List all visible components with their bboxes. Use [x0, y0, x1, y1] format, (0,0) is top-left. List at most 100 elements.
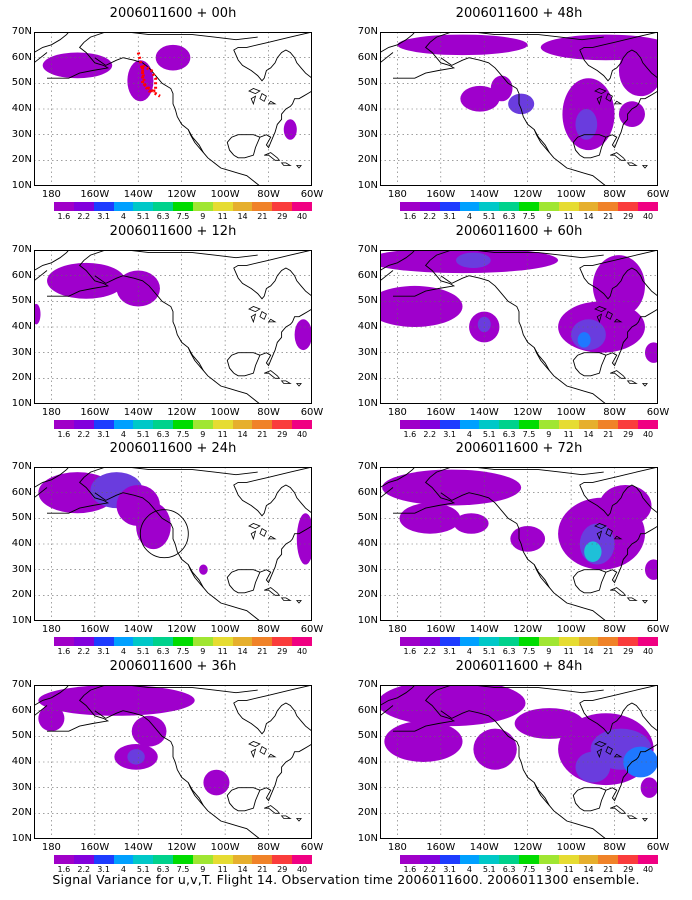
- coastline: [226, 352, 261, 374]
- coastline: [605, 311, 613, 320]
- variance-contour: [127, 749, 145, 765]
- lat-tick-label: 70N: [357, 679, 378, 690]
- coastline: [83, 685, 258, 696]
- colorbar-swatch: [292, 420, 312, 429]
- variance-contour: [203, 769, 230, 796]
- lon-tick-label: 140W: [469, 189, 499, 200]
- lon-tick-label: 140W: [123, 189, 153, 200]
- lon-tick-label: 100W: [210, 189, 240, 200]
- lon-tick-label: 100W: [556, 624, 586, 635]
- lat-tick-label: 40N: [11, 756, 32, 767]
- signal-variance-map: [34, 685, 312, 839]
- colorbar-swatch: [54, 637, 74, 646]
- colorbar-swatch: [598, 855, 619, 864]
- coastline: [280, 815, 292, 819]
- colorbar-swatch: [439, 420, 460, 429]
- lon-tick-label: 180: [387, 624, 407, 635]
- coastline: [34, 487, 48, 499]
- colorbar-label: 14: [583, 865, 594, 874]
- colorbar: [54, 637, 312, 646]
- colorbar-swatch: [638, 202, 658, 211]
- lon-tick-label: 180: [41, 624, 61, 635]
- colorbar-swatch: [173, 637, 193, 646]
- coastline: [233, 743, 312, 812]
- variance-contour: [296, 513, 312, 565]
- lat-tick-label: 40N: [357, 103, 378, 114]
- coastline: [233, 685, 312, 735]
- coastline: [380, 685, 416, 706]
- colorbar-swatch: [439, 202, 460, 211]
- colorbar-swatch: [272, 855, 293, 864]
- panel-title: 2006011600 + 48h: [455, 6, 583, 21]
- colorbar-swatch: [538, 420, 559, 429]
- colorbar-swatch: [212, 420, 233, 429]
- coastline: [596, 530, 603, 541]
- colorbar-swatch: [252, 420, 273, 429]
- coastline: [380, 52, 394, 64]
- lat-tick-label: 40N: [357, 538, 378, 549]
- lon-tick-label: 120W: [513, 842, 543, 853]
- coastline: [259, 746, 267, 755]
- colorbar-label: 3.1: [97, 865, 110, 874]
- coastline: [429, 467, 604, 478]
- colorbar-label: 9: [200, 430, 206, 439]
- variance-contour: [508, 93, 535, 115]
- colorbar: [54, 420, 312, 429]
- colorbar-swatch: [419, 202, 440, 211]
- colorbar-swatch: [638, 637, 658, 646]
- lon-tick-label: 140W: [469, 624, 499, 635]
- lon-tick-label: 60W: [646, 624, 670, 635]
- colorbar: [400, 202, 658, 211]
- coastline: [187, 129, 204, 153]
- colorbar-swatch: [598, 637, 619, 646]
- lat-tick-label: 30N: [11, 781, 32, 793]
- map-panel: 2006011600 + 48h 70N 60N 50N 40N 30N 20N 10N 180…: [346, 0, 692, 225]
- lon-tick-label: 120W: [167, 624, 197, 635]
- coastline: [34, 52, 48, 64]
- lon-tick-label: 120W: [513, 407, 543, 418]
- colorbar-swatch: [113, 637, 134, 646]
- colorbar: [54, 855, 312, 864]
- colorbar: [400, 420, 658, 429]
- panel-title: 2006011600 + 12h: [109, 224, 237, 239]
- colorbar-label: 14: [237, 647, 248, 656]
- coastline: [83, 250, 258, 261]
- colorbar-swatch: [459, 202, 480, 211]
- coastline: [605, 746, 613, 755]
- colorbar-label: 2.2: [423, 865, 437, 874]
- lon-tick-label: 100W: [556, 842, 586, 853]
- lat-tick-label: 50N: [357, 77, 378, 89]
- colorbar-label: 5.1: [482, 430, 496, 439]
- colorbar-label: 1.6: [403, 430, 417, 439]
- lon-tick-label: 100W: [210, 842, 240, 853]
- colorbar-swatch: [292, 202, 312, 211]
- variance-contour: [136, 502, 171, 550]
- map-panel: 2006011600 + 24h 70N 60N 50N 40N 30N 20N 10N 180…: [0, 435, 346, 660]
- colorbar-label: 9: [200, 865, 206, 874]
- coastline: [34, 32, 70, 53]
- lon-tick-label: 60W: [300, 842, 324, 853]
- lat-tick-label: 40N: [357, 756, 378, 767]
- lat-tick-label: 40N: [357, 321, 378, 332]
- colorbar-label: 7.5: [522, 212, 536, 221]
- colorbar-label: 3.1: [97, 212, 110, 221]
- coastline: [572, 787, 607, 809]
- colorbar-swatch: [459, 855, 480, 864]
- coastline: [264, 370, 281, 379]
- colorbar-swatch: [133, 855, 154, 864]
- lon-tick-label: 180: [387, 189, 407, 200]
- colorbar-label: 7.5: [522, 430, 536, 439]
- colorbar-swatch: [133, 202, 154, 211]
- variance-contour: [127, 60, 154, 102]
- colorbar-label: 29: [623, 865, 634, 874]
- variance-contour: [453, 513, 489, 534]
- lat-tick-label: 50N: [357, 512, 378, 524]
- coastline: [264, 152, 281, 161]
- colorbar-label: 21: [257, 430, 268, 439]
- colorbar-label: 1.6: [57, 212, 71, 221]
- colorbar-swatch: [93, 637, 114, 646]
- lat-tick-label: 10N: [357, 398, 378, 409]
- lon-tick-label: 80W: [603, 407, 626, 418]
- lon-tick-label: 80W: [603, 624, 626, 635]
- variance-contour: [473, 728, 517, 770]
